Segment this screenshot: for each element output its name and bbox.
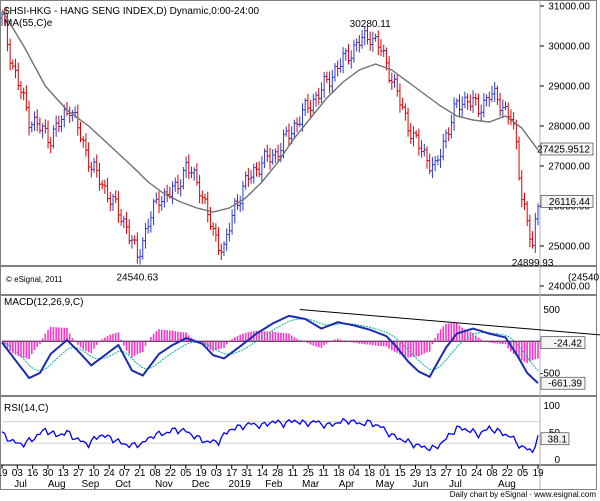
x-month-label-5: Dec [192,479,210,490]
price-panel: 24000.0025000.0026000.0027000.0028000.00… [0,2,600,293]
x-tick-label-18: 28 [272,468,284,479]
x-tick-label-16: 31 [241,468,253,479]
rsi-legend: RSI(14,C) [4,403,48,414]
price-tick-label-3: 27000.00 [548,162,590,173]
price-frame [0,0,597,266]
watermark: © eSignal, 2011 [6,275,63,284]
x-month-label-8: Mar [302,479,320,490]
x-tick-label-0: 19 [0,468,8,479]
rsi-tick-label-2: 0 [554,455,560,466]
price-annotation-3: (24540.63) [568,272,600,283]
x-month-label-3: Oct [115,479,131,490]
x-tick-label-4: 13 [58,468,70,479]
x-tick-label-28: 13 [425,468,437,479]
x-tick-label-15: 17 [226,468,238,479]
x-month-label-7: Feb [265,479,283,490]
macd-last-box-1 [540,376,586,390]
x-month-label-6: 2019 [229,479,252,490]
macd-last-label-0: -24.42 [554,338,583,349]
rsi-line [1,417,539,454]
price-tick-label-5: 29000.00 [548,82,590,93]
price-tick-label-1: 25000.00 [548,242,590,253]
x-tick-label-25: 01 [379,468,391,479]
x-month-label-11: Jun [412,479,428,490]
rsi-last-box [540,432,570,446]
x-month-label-0: Jul [14,479,27,490]
price-last-box-1 [540,195,594,208]
x-tick-label-19: 11 [288,468,299,479]
macd-frame [0,295,597,396]
x-tick-label-10: 08 [150,468,162,479]
x-tick-label-3: 30 [42,468,54,479]
macd-tick-label-1: -500 [540,368,560,379]
footer-credit: Daily chart by eSignal · www.esignal.com [450,490,597,499]
macd-last-label-1: -661.39 [548,379,582,390]
x-tick-label-33: 22 [502,468,514,479]
x-tick-label-12: 05 [180,468,192,479]
x-month-label-4: Nov [155,479,173,490]
x-tick-label-31: 24 [471,468,483,479]
x-tick-label-32: 08 [486,468,498,479]
price-annotation-2: 24899.93 [512,258,554,269]
macd-tick-label-0: 500 [543,305,560,316]
x-tick-label-30: 10 [456,468,468,479]
x-tick-label-26: 15 [395,468,407,479]
x-axis: 1903163013271024072108220519031731142811… [0,465,544,490]
x-tick-label-8: 07 [119,468,131,479]
price-annotation-0: 30280.11 [350,19,391,30]
x-tick-label-21: 11 [318,468,329,479]
x-tick-label-6: 10 [88,468,100,479]
x-tick-label-9: 21 [134,468,146,479]
ma-line [1,9,539,213]
x-month-label-13: Aug [498,479,516,490]
x-tick-label-34: 05 [517,468,529,479]
x-tick-label-24: 18 [364,468,376,479]
macd-trendline [299,309,600,336]
price-tick-label-4: 28000.00 [548,122,590,133]
macd-signal-line [1,318,539,372]
macd-panel: 500 -500 -24.42 -661.39 [1,305,600,390]
x-tick-label-20: 25 [303,468,315,479]
price-footer-frame [0,266,597,295]
x-tick-label-17: 14 [257,468,269,479]
ma-legend: MA(55,C)e [4,18,53,29]
price-bar-198 [536,203,540,226]
price-tick-label-0: 24000.00 [548,282,590,293]
x-tick-label-5: 27 [73,468,85,479]
x-tick-label-23: 04 [349,468,361,479]
rsi-tick-label-0: 100 [543,401,560,412]
x-tick-label-35: 19 [532,468,544,479]
x-month-label-10: May [376,479,395,490]
x-tick-label-29: 27 [441,468,453,479]
price-tick-label-6: 30000.00 [548,42,590,53]
price-annotation-1: 24540.63 [116,272,158,283]
chart-title: $HSI-HKG - HANG SENG INDEX,D) Dynamic,0:… [4,6,260,17]
rsi-panel: 10050038.1 [1,401,570,466]
x-tick-label-11: 22 [165,468,177,479]
rsi-last-label: 38.1 [548,434,568,445]
macd-line [1,314,539,384]
x-month-label-2: Sep [82,479,100,490]
x-tick-label-7: 24 [104,468,116,479]
x-tick-label-22: 18 [333,468,345,479]
macd-legend: MACD(12,26,9,C) [4,297,83,308]
xaxis-frame [0,465,597,490]
rsi-frame [0,396,597,465]
x-month-label-9: Apr [339,479,355,490]
x-tick-label-27: 29 [410,468,422,479]
x-tick-label-2: 16 [27,468,39,479]
x-tick-label-1: 03 [12,468,24,479]
price-last-label-1: 26116.44 [549,197,590,208]
panels [0,0,597,490]
x-tick-label-14: 03 [211,468,223,479]
x-tick-label-13: 19 [196,468,208,479]
price-last-label-0: 27425.9512 [537,145,590,156]
x-month-label-12: Jul [449,479,462,490]
price-last-box-0 [540,142,594,156]
price-tick-label-7: 31000.00 [548,2,590,13]
x-month-label-1: Aug [48,479,66,490]
macd-last-box-0 [540,336,586,350]
